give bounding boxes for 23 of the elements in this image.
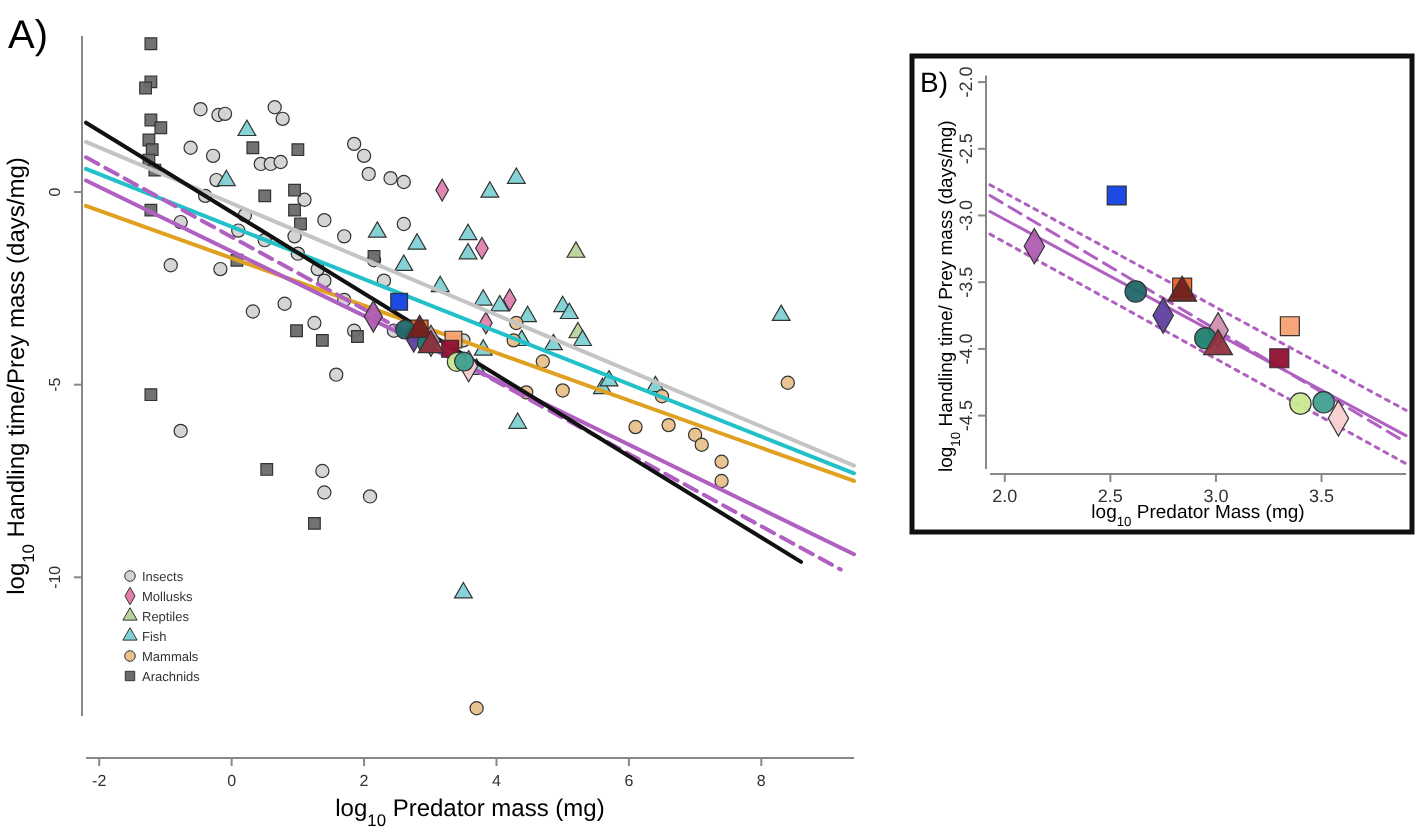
y-tick-label: -2.5 [956, 133, 976, 165]
x-axis-title: log$_{10}$ Predator Mass (mg) [1091, 502, 1305, 529]
x-tick-label: 2 [359, 772, 370, 790]
chart-title: A) [8, 14, 48, 58]
x-axis-title: log$_{10}$ Predator mass (mg) [335, 794, 605, 828]
y-tick-label: -2.0 [956, 66, 976, 98]
x-tick-label: 2.5 [1097, 486, 1123, 506]
y-tick-label: -3.0 [956, 199, 976, 232]
x-tick-label: 0 [227, 772, 238, 790]
chart-title: B) [920, 66, 948, 98]
x-tick-label: 3.0 [1203, 486, 1229, 506]
x-tick-label: 6 [624, 772, 635, 790]
y-tick-label: -3.5 [956, 266, 976, 298]
y-tick-label: -10 [46, 564, 64, 589]
y-tick-label: -5 [46, 376, 64, 392]
x-tick-label: 8 [756, 772, 767, 790]
x-tick-label: 3.5 [1309, 486, 1335, 506]
y-tick-label: -4.5 [956, 400, 976, 432]
x-tick-label: 4 [492, 772, 503, 790]
y-tick-label: -4.0 [956, 333, 976, 365]
x-tick-label: 2.0 [992, 486, 1018, 506]
x-tick-label: -2 [92, 772, 108, 790]
y-tick-label: 0 [46, 186, 64, 197]
